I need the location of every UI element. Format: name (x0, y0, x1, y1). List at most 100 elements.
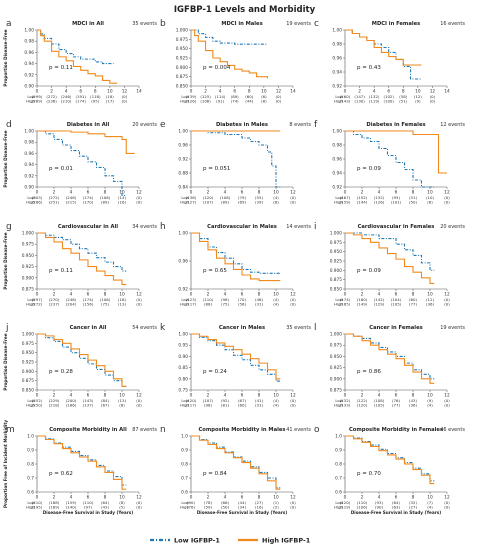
at-risk-high: (89) (101, 200, 109, 205)
y-tick-label: 0.6 (27, 490, 34, 496)
low-igfbp1-curve (37, 29, 114, 65)
risk-label-low: Low (27, 94, 35, 99)
at-risk-low: (90) (187, 500, 195, 505)
x-tick-label: 10 (273, 190, 279, 196)
at-risk-high: (59) (204, 505, 212, 510)
p-value: p = 0.84 (203, 471, 227, 477)
at-risk-high: (8) (427, 200, 433, 205)
x-tick-label: 6 (79, 89, 82, 95)
at-risk-high: (126) (186, 99, 197, 104)
at-risk-low: (229) (49, 398, 60, 403)
panel-title: Cancer in Females (369, 325, 422, 331)
panel-title: Cardiovascular in Females (358, 224, 435, 230)
figure-title: IGFBP-1 Levels and Morbidity (174, 5, 316, 15)
at-risk-high: (186) (66, 403, 77, 408)
events-count: 19 events (440, 325, 465, 331)
risk-label-high: High (180, 302, 189, 307)
risk-label-low: Low (335, 500, 343, 505)
x-tick-label: 12 (444, 292, 450, 298)
at-risk-high: (0) (430, 99, 436, 104)
panel-l: l Cancer in Females 19 events 1.000 0.975 0.9… (314, 323, 465, 408)
at-risk-high: (286) (32, 200, 43, 205)
high-igfbp1-curve (37, 130, 135, 154)
risk-label-high: High (26, 99, 35, 104)
x-tick-label: 10 (273, 495, 279, 501)
y-tick-label: 0.96 (178, 143, 188, 149)
y-tick-label: 1.0 (181, 434, 188, 440)
at-risk-high: (63) (392, 505, 400, 510)
y-tick-label: 0.950 (22, 350, 35, 356)
events-count: 8 events (289, 122, 311, 128)
legend-high-label: High IGFBP-1 (262, 537, 311, 545)
x-tick-label: 10 (427, 292, 433, 298)
x-tick-label: 4 (378, 393, 381, 399)
x-tick-label: 2 (204, 89, 207, 95)
x-tick-label: 0 (36, 393, 39, 399)
at-risk-high: (91) (216, 99, 224, 104)
x-tick-label: 0 (190, 190, 193, 196)
at-risk-high: (0) (136, 505, 142, 510)
x-tick-label: 8 (104, 495, 107, 501)
at-risk-low: (27) (255, 500, 263, 505)
x-tick-label: 0 (36, 292, 39, 298)
p-value: p = 0.70 (357, 471, 381, 477)
y-tick-label: 0.94 (332, 171, 342, 177)
at-risk-high: (101) (391, 200, 402, 205)
at-risk-high: (117) (186, 302, 197, 307)
y-tick-label: 0.925 (330, 259, 343, 265)
at-risk-low: (0) (136, 297, 142, 302)
x-tick-label: 10 (273, 393, 279, 399)
panel-letter: i (314, 222, 317, 232)
risk-label-high: High (334, 302, 343, 307)
p-value: p = 0.24 (203, 369, 227, 375)
panel-title: Diabetes in Males (216, 122, 268, 128)
y-tick-label: 0.92 (332, 84, 342, 90)
events-count: 41 events (286, 427, 311, 433)
risk-label-low: Low (181, 195, 189, 200)
y-tick-label: 0.875 (330, 388, 343, 394)
y-tick-label: 1.000 (22, 231, 35, 237)
p-value: p = 0.62 (49, 471, 73, 477)
at-risk-low: (132) (374, 195, 385, 200)
y-tick-label: 0.6 (335, 490, 342, 496)
y-axis-label: Proportion Disease-Free (3, 130, 8, 187)
risk-label-high: High (334, 505, 343, 510)
risk-label-low: Low (181, 398, 189, 403)
at-risk-low: (0) (122, 94, 128, 99)
y-tick-label: 1.00 (178, 231, 188, 237)
risk-label-high: High (180, 99, 189, 104)
y-tick-label: 0.8 (181, 462, 188, 468)
at-risk-high: (156) (83, 302, 94, 307)
x-tick-label: 2 (358, 89, 361, 95)
x-tick-label: 10 (273, 292, 279, 298)
y-tick-label: 0.98 (332, 42, 342, 48)
at-risk-low: (107) (203, 398, 214, 403)
panel-letter: k (160, 323, 166, 333)
panel-j: j Cancer in All 54 events Proportion Diseas… (3, 323, 157, 408)
at-risk-high: (81) (221, 403, 229, 408)
p-value: p = 0.004 (203, 65, 231, 71)
x-tick-label: 4 (224, 292, 227, 298)
y-tick-label: 0.900 (22, 369, 35, 375)
panel-g: g Cardiovascular in All 34 events Proportio… (3, 222, 157, 307)
y-tick-label: 0.975 (22, 242, 35, 248)
at-risk-low: (89) (231, 94, 239, 99)
at-risk-high: (126) (374, 200, 385, 205)
x-tick-label: 12 (444, 495, 450, 501)
at-risk-low: (70) (238, 297, 246, 302)
at-risk-high: (0) (444, 403, 450, 408)
at-risk-low: (102) (383, 94, 394, 99)
x-tick-label: 10 (119, 292, 125, 298)
at-risk-high: (117) (186, 403, 197, 408)
at-risk-low: (6) (261, 94, 267, 99)
at-risk-high: (0) (444, 505, 450, 510)
y-tick-label: 0.8 (335, 462, 342, 468)
y-tick-label: 0.975 (176, 37, 189, 43)
at-risk-high: (16) (255, 505, 263, 510)
panel-letter: l (314, 323, 317, 333)
at-risk-low: (0) (444, 195, 450, 200)
x-tick-label: 8 (412, 495, 415, 501)
events-count: 54 events (132, 325, 157, 331)
at-risk-high: (0) (290, 505, 296, 510)
